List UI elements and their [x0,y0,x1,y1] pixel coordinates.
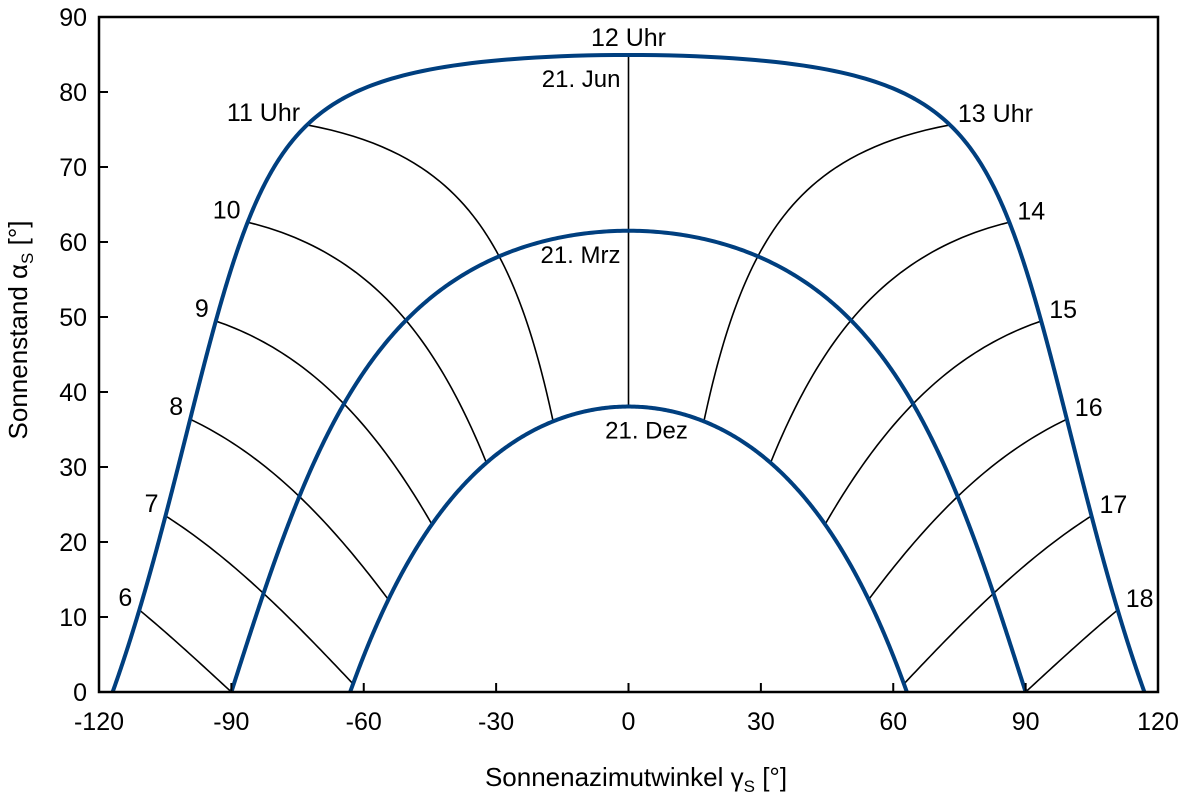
date-labels: 21. Jun 21. Mrz 21. Dez [540,66,687,445]
date-label-0: 21. Jun [542,66,621,93]
y-axis-title: Sonnenstand αS [°] [3,221,37,440]
date-label-1: 21. Mrz [540,242,620,269]
hour-line-16 [867,418,1068,601]
y-tick-label: 20 [59,529,87,557]
hour-label-7: 7 [145,490,159,518]
day-path-2 [348,404,909,692]
hour-label-12: 12 Uhr [591,24,666,52]
y-tick-label: 30 [59,454,87,482]
hour-label-13: 13 Uhr [958,100,1033,128]
hour-label-11: 11 Uhr [227,99,300,127]
hour-line-6 [138,609,232,692]
day-path-1 [229,228,1028,692]
y-tick-label: 10 [59,604,87,632]
y-tick-label: 90 [59,4,87,32]
hour-line-18 [1025,609,1119,692]
hour-label-18: 18 [1126,585,1154,613]
x-tick-label: -120 [74,708,124,736]
hour-labels: 6 7 8 9 10 11 Uhr 12 Uhr 13 Uhr 14 15 16 17 18 [118,24,1153,613]
y-tick-label: 50 [59,304,87,332]
hour-line-11 [306,124,554,422]
hour-line-10 [247,221,488,464]
x-tick-label: 0 [622,708,636,736]
x-tick-label: -60 [346,708,382,736]
day-path-0 [110,52,1147,692]
hour-label-15: 15 [1049,296,1077,324]
x-tick-label: 30 [747,708,775,736]
hour-line-8 [189,418,390,601]
x-tick-label: -30 [478,708,514,736]
hour-label-9: 9 [195,295,209,323]
x-tick-label: -90 [213,708,249,736]
date-label-2: 21. Dez [605,418,688,445]
hour-line-15 [824,320,1042,525]
y-tick-label: 80 [59,79,87,107]
x-tick-label: 120 [1137,708,1179,736]
x-tick-label: 90 [1012,708,1040,736]
x-axis-title: Sonnenazimutwinkel γS [°] [485,762,787,796]
hour-label-14: 14 [1017,197,1045,225]
y-tick-label: 60 [59,229,87,257]
hour-label-17: 17 [1100,491,1128,519]
hour-label-10: 10 [213,196,241,224]
y-tick-label: 70 [59,154,87,182]
x-axis-ticks: -120 -90 -60 -30 0 30 60 90 120 [74,683,1179,736]
day-paths [110,52,1147,692]
y-tick-label: 0 [73,679,87,707]
hour-label-8: 8 [169,393,183,421]
hour-label-16: 16 [1075,394,1103,422]
hour-label-6: 6 [118,584,132,612]
hour-line-9 [215,320,433,525]
y-tick-label: 40 [59,379,87,407]
hour-line-13 [703,124,951,422]
y-axis-ticks: 0 10 20 30 40 50 60 70 80 90 [59,4,108,707]
x-tick-label: 60 [879,708,907,736]
hour-line-14 [769,221,1010,464]
